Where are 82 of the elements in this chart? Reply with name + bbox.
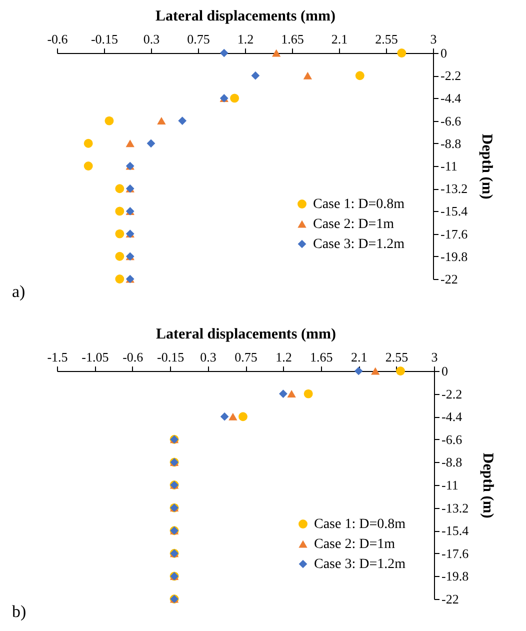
x-tick-label: 0.3 xyxy=(143,32,160,46)
point xyxy=(279,390,288,398)
legend-label: Case 1: D=0.8m xyxy=(313,197,405,212)
point xyxy=(104,116,114,126)
y-axis-title: Depth (m) xyxy=(480,452,496,518)
y-tick-label: -19.8 xyxy=(440,248,468,264)
point xyxy=(303,72,312,80)
y-tick-label: 0 xyxy=(440,46,447,60)
x-tick-label: 1.65 xyxy=(281,32,304,46)
y-tick-label: -13.2 xyxy=(440,181,468,196)
x-tick-label: 2.55 xyxy=(375,32,398,46)
point xyxy=(84,162,93,170)
x-tick-label: -0.15 xyxy=(157,350,184,364)
x-tick-label: -0.15 xyxy=(90,32,118,46)
point xyxy=(115,229,124,238)
point xyxy=(157,117,166,125)
y-tick-label: -4.4 xyxy=(442,409,463,424)
y-axis-title: Depth (m) xyxy=(478,134,495,200)
x-tick-label: 2.1 xyxy=(331,32,348,46)
y-tick-label: -22 xyxy=(442,592,459,606)
point xyxy=(115,184,124,194)
text: a) xyxy=(12,282,26,301)
y-tick-label: -19.8 xyxy=(442,568,469,584)
y-tick-label: -2.2 xyxy=(442,386,462,402)
y-tick-label: -11 xyxy=(442,478,458,492)
x-tick-label: 3 xyxy=(431,350,438,364)
y-tick-label: -17.6 xyxy=(442,546,470,561)
point xyxy=(146,139,156,148)
y-tick-label: -22 xyxy=(440,272,458,286)
y-tick-label: -6.6 xyxy=(440,113,462,128)
point xyxy=(355,71,364,80)
legend-label: Case 2: D=1m xyxy=(314,537,396,552)
x-axis-title: Lateral displacements (mm) xyxy=(156,8,336,24)
point xyxy=(397,48,406,58)
y-tick-label: -17.6 xyxy=(440,226,468,242)
x-tick-label: 0.3 xyxy=(200,350,216,364)
legend-label: Case 3: D=1.2m xyxy=(314,557,406,572)
y-tick-label: -15.4 xyxy=(440,204,468,219)
point xyxy=(228,412,238,420)
x-tick-label: -0.6 xyxy=(122,350,144,364)
point xyxy=(178,116,187,125)
y-tick-label: -8.8 xyxy=(440,136,462,151)
y-tick-label: -8.8 xyxy=(442,454,462,470)
point xyxy=(230,94,240,103)
point xyxy=(272,49,281,57)
y-tick-label: -13.2 xyxy=(442,500,469,516)
x-tick-label: -1.5 xyxy=(47,350,68,364)
y-tick-label: -6.6 xyxy=(442,432,463,447)
y-tick-label: -11 xyxy=(440,158,458,174)
x-tick-label: 2.55 xyxy=(385,350,408,364)
x-tick-label: -0.6 xyxy=(47,32,68,46)
x-tick-label: -1.05 xyxy=(82,350,109,364)
x-tick-label: 2.1 xyxy=(350,350,368,364)
text: b) xyxy=(12,602,26,621)
legend-label: Case 3: D=1.2m xyxy=(313,237,405,252)
point xyxy=(115,206,124,216)
x-tick-label: 0.75 xyxy=(187,32,210,46)
y-tick-label: -4.4 xyxy=(440,90,462,106)
point xyxy=(371,367,380,375)
point xyxy=(115,252,124,261)
point xyxy=(304,389,313,398)
legend-label: Case 2: D=1m xyxy=(313,217,394,232)
legend-label: Case 1: D=0.8m xyxy=(314,517,406,532)
point xyxy=(251,71,260,80)
point xyxy=(126,140,134,148)
x-tick-label: 0.75 xyxy=(234,350,258,364)
y-tick-label: 0 xyxy=(442,364,448,378)
y-tick-label: -15.4 xyxy=(442,523,470,538)
point xyxy=(220,412,229,421)
point xyxy=(354,366,363,376)
point xyxy=(287,390,296,398)
x-axis-title: Lateral displacements (mm) xyxy=(156,326,336,342)
x-tick-label: 1.2 xyxy=(276,350,292,364)
point xyxy=(84,138,93,148)
point xyxy=(220,48,228,58)
point xyxy=(396,366,405,376)
point xyxy=(238,412,248,422)
x-tick-label: 1.65 xyxy=(310,350,333,364)
x-tick-label: 1.2 xyxy=(237,32,254,46)
point xyxy=(115,274,124,284)
x-tick-label: 3 xyxy=(430,32,437,46)
y-tick-label: -2.2 xyxy=(440,68,462,84)
